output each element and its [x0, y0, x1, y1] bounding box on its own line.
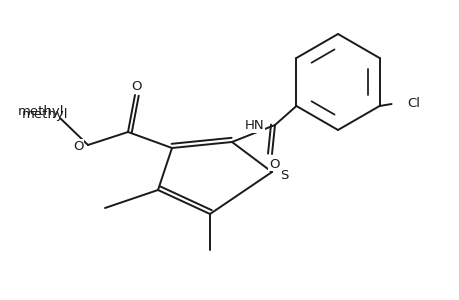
Text: O: O — [131, 80, 142, 92]
Text: methyl: methyl — [22, 107, 68, 121]
Text: Cl: Cl — [406, 97, 419, 110]
Text: HN: HN — [244, 119, 264, 132]
Text: O: O — [73, 140, 83, 152]
Text: O: O — [268, 158, 279, 170]
Text: S: S — [279, 169, 287, 182]
Text: methyl: methyl — [18, 104, 64, 118]
